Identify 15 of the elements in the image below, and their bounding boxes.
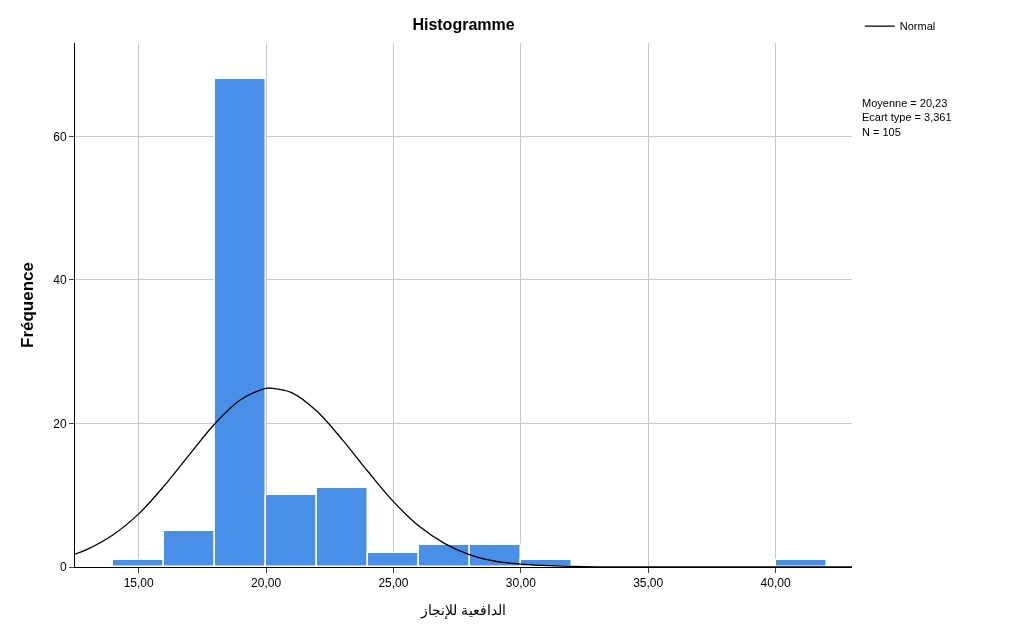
y-tick-label: 20 [53, 416, 67, 431]
x-tick-label: 15,00 [123, 576, 155, 591]
chart-title: Histogramme [412, 16, 515, 34]
y-axis-title: Fréquence [17, 262, 37, 348]
y-tick-label: 40 [53, 273, 67, 288]
x-tick-label: 25,00 [378, 576, 409, 591]
y-tick-label: 0 [59, 560, 67, 575]
x-tick-label: 20,00 [251, 576, 282, 591]
legend-label: Normal [899, 20, 936, 33]
y-tick-label: 60 [53, 129, 67, 144]
x-tick-label: 30,00 [505, 576, 537, 591]
x-axis-title: الدافعية للإنجاز [420, 601, 506, 619]
text: Moyenne = 20,23 Ecart type = 3,361 N = 105 [862, 97, 952, 138]
x-tick-label: 40,00 [760, 576, 791, 591]
x-tick-label: 35,00 [633, 576, 664, 591]
